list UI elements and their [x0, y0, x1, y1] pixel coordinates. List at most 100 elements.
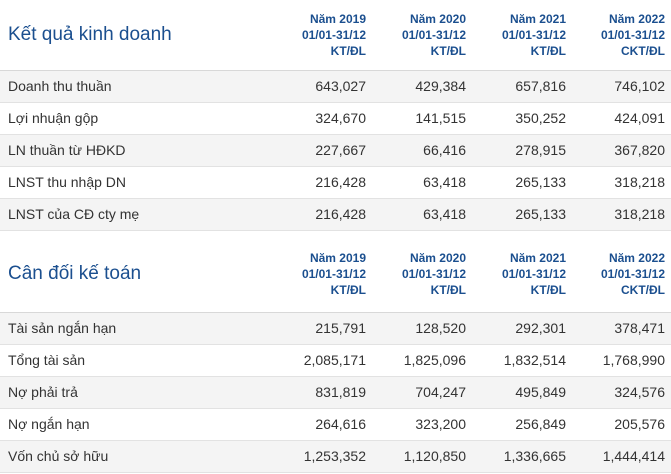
- row-label[interactable]: Lợi nhuận gộp: [0, 102, 272, 135]
- balance-sheet-section: Cân đối kế toán Năm 2019 01/01-31/12 KT/…: [0, 236, 671, 473]
- cell-value: 424,091: [572, 102, 671, 135]
- column-header-2021[interactable]: Năm 2021 01/01-31/12 KT/ĐL: [472, 0, 572, 71]
- column-year: Năm 2021: [509, 11, 566, 26]
- table-row: Tổng tài sản 2,085,171 1,825,096 1,832,5…: [0, 344, 671, 377]
- column-audit: CKT/ĐL: [621, 43, 665, 58]
- table-row: Nợ phải trả 831,819 704,247 495,849 324,…: [0, 376, 671, 409]
- column-audit: CKT/ĐL: [621, 282, 665, 297]
- cell-value: 323,200: [372, 408, 472, 441]
- cell-value: 324,576: [572, 376, 671, 409]
- cell-value: 318,218: [572, 198, 671, 231]
- cell-value: 324,670: [272, 102, 372, 135]
- cell-value: 746,102: [572, 70, 671, 103]
- column-header-2019[interactable]: Năm 2019 01/01-31/12 KT/ĐL: [272, 236, 372, 313]
- column-period: 01/01-31/12: [301, 27, 366, 42]
- column-period: 01/01-31/12: [501, 27, 566, 42]
- column-header-2022[interactable]: Năm 2022 01/01-31/12 CKT/ĐL: [572, 236, 671, 313]
- cell-value: 63,418: [372, 166, 472, 199]
- row-label[interactable]: Doanh thu thuần: [0, 70, 272, 103]
- cell-value: 1,832,514: [472, 344, 572, 377]
- cell-value: 66,416: [372, 134, 472, 167]
- cell-value: 657,816: [472, 70, 572, 103]
- income-statement-section: Kết quả kinh doanh Năm 2019 01/01-31/12 …: [0, 0, 671, 236]
- cell-value: 1,336,665: [472, 440, 572, 473]
- table-row: Nợ ngắn hạn 264,616 323,200 256,849 205,…: [0, 408, 671, 441]
- column-year: Năm 2022: [608, 11, 665, 26]
- column-period: 01/01-31/12: [301, 266, 366, 281]
- row-label[interactable]: LNST của CĐ cty mẹ: [0, 198, 272, 231]
- table-row: LNST của CĐ cty mẹ 216,428 63,418 265,13…: [0, 198, 671, 231]
- cell-value: 350,252: [472, 102, 572, 135]
- row-label[interactable]: Nợ phải trả: [0, 376, 272, 409]
- column-period: 01/01-31/12: [401, 27, 466, 42]
- income-statement-table: Kết quả kinh doanh Năm 2019 01/01-31/12 …: [0, 0, 671, 231]
- column-period: 01/01-31/12: [600, 266, 665, 281]
- table-row: LNST thu nhập DN 216,428 63,418 265,133 …: [0, 166, 671, 199]
- table-row: LN thuần từ HĐKD 227,667 66,416 278,915 …: [0, 134, 671, 167]
- table-row: Lợi nhuận gộp 324,670 141,515 350,252 42…: [0, 102, 671, 135]
- cell-value: 278,915: [472, 134, 572, 167]
- cell-value: 264,616: [272, 408, 372, 441]
- row-label[interactable]: Nợ ngắn hạn: [0, 408, 272, 441]
- cell-value: 2,085,171: [272, 344, 372, 377]
- column-audit: KT/ĐL: [530, 282, 566, 297]
- column-audit: KT/ĐL: [430, 43, 466, 58]
- column-year: Năm 2022: [608, 250, 665, 265]
- cell-value: 378,471: [572, 312, 671, 345]
- cell-value: 265,133: [472, 166, 572, 199]
- cell-value: 265,133: [472, 198, 572, 231]
- cell-value: 643,027: [272, 70, 372, 103]
- cell-value: 216,428: [272, 198, 372, 231]
- column-header-2020[interactable]: Năm 2020 01/01-31/12 KT/ĐL: [372, 236, 472, 313]
- table-header-row: Kết quả kinh doanh Năm 2019 01/01-31/12 …: [0, 0, 671, 71]
- cell-value: 1,444,414: [572, 440, 671, 473]
- column-year: Năm 2020: [409, 11, 466, 26]
- column-period: 01/01-31/12: [401, 266, 466, 281]
- column-year: Năm 2019: [309, 250, 366, 265]
- column-header-2019[interactable]: Năm 2019 01/01-31/12 KT/ĐL: [272, 0, 372, 71]
- cell-value: 429,384: [372, 70, 472, 103]
- cell-value: 292,301: [472, 312, 572, 345]
- row-label[interactable]: LN thuần từ HĐKD: [0, 134, 272, 167]
- cell-value: 63,418: [372, 198, 472, 231]
- cell-value: 367,820: [572, 134, 671, 167]
- cell-value: 1,768,990: [572, 344, 671, 377]
- table-row: Tài sản ngắn hạn 215,791 128,520 292,301…: [0, 312, 671, 345]
- cell-value: 704,247: [372, 376, 472, 409]
- cell-value: 227,667: [272, 134, 372, 167]
- cell-value: 205,576: [572, 408, 671, 441]
- column-audit: KT/ĐL: [330, 282, 366, 297]
- column-audit: KT/ĐL: [330, 43, 366, 58]
- table-header-row: Cân đối kế toán Năm 2019 01/01-31/12 KT/…: [0, 236, 671, 313]
- cell-value: 495,849: [472, 376, 572, 409]
- cell-value: 318,218: [572, 166, 671, 199]
- cell-value: 141,515: [372, 102, 472, 135]
- cell-value: 256,849: [472, 408, 572, 441]
- table-row: Vốn chủ sở hữu 1,253,352 1,120,850 1,336…: [0, 440, 671, 473]
- table-row: Doanh thu thuần 643,027 429,384 657,816 …: [0, 70, 671, 103]
- column-year: Năm 2021: [509, 250, 566, 265]
- row-label[interactable]: LNST thu nhập DN: [0, 166, 272, 199]
- balance-sheet-table: Cân đối kế toán Năm 2019 01/01-31/12 KT/…: [0, 236, 671, 473]
- section-title: Kết quả kinh doanh: [0, 0, 272, 71]
- column-header-2021[interactable]: Năm 2021 01/01-31/12 KT/ĐL: [472, 236, 572, 313]
- cell-value: 215,791: [272, 312, 372, 345]
- cell-value: 1,120,850: [372, 440, 472, 473]
- column-period: 01/01-31/12: [600, 27, 665, 42]
- cell-value: 1,253,352: [272, 440, 372, 473]
- column-year: Năm 2019: [309, 11, 366, 26]
- row-label[interactable]: Tổng tài sản: [0, 344, 272, 377]
- cell-value: 1,825,096: [372, 344, 472, 377]
- row-label[interactable]: Tài sản ngắn hạn: [0, 312, 272, 345]
- cell-value: 216,428: [272, 166, 372, 199]
- row-label[interactable]: Vốn chủ sở hữu: [0, 440, 272, 473]
- column-audit: KT/ĐL: [430, 282, 466, 297]
- cell-value: 831,819: [272, 376, 372, 409]
- column-period: 01/01-31/12: [501, 266, 566, 281]
- column-header-2020[interactable]: Năm 2020 01/01-31/12 KT/ĐL: [372, 0, 472, 71]
- cell-value: 128,520: [372, 312, 472, 345]
- section-title: Cân đối kế toán: [0, 236, 272, 313]
- column-audit: KT/ĐL: [530, 43, 566, 58]
- column-year: Năm 2020: [409, 250, 466, 265]
- column-header-2022[interactable]: Năm 2022 01/01-31/12 CKT/ĐL: [572, 0, 671, 71]
